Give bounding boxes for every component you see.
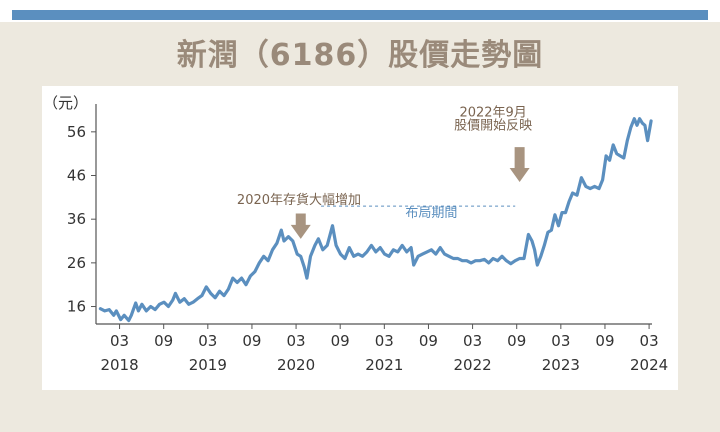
- annotation-2: 股價開始反映: [454, 119, 532, 134]
- annotation-1: 2022年9月: [459, 106, 526, 121]
- annotation-3: 布局期間: [405, 206, 457, 221]
- x-tick-month-label: 09: [419, 332, 438, 350]
- x-tick-month-label: 09: [507, 332, 526, 350]
- x-tick-year-label: 2019: [189, 356, 227, 374]
- chart-panel: [42, 86, 678, 390]
- x-tick-month-label: 03: [375, 332, 394, 350]
- x-tick-year-label: 2018: [100, 356, 138, 374]
- y-tick-label: 56: [67, 123, 86, 141]
- y-tick-label: 36: [67, 210, 86, 228]
- x-tick-month-label: 09: [595, 332, 614, 350]
- x-tick-month-label: 03: [640, 332, 659, 350]
- x-tick-month-label: 03: [110, 332, 129, 350]
- x-tick-month-label: 09: [331, 332, 350, 350]
- x-tick-year-label: 2022: [453, 356, 491, 374]
- annotation-0: 2020年存貨大幅增加: [237, 192, 361, 208]
- top-bar: [0, 0, 720, 22]
- x-tick-month-label: 09: [242, 332, 261, 350]
- price-series-line: [98, 117, 653, 323]
- y-axis-unit-label: （元）: [43, 94, 88, 112]
- x-tick-year-label: 2024: [630, 356, 668, 374]
- x-tick-month-label: 03: [551, 332, 570, 350]
- y-tick-label: 46: [67, 167, 86, 185]
- x-tick-year-label: 2020: [277, 356, 315, 374]
- x-tick-month-label: 03: [198, 332, 217, 350]
- page-title: 新潤（6186）股價走勢圖: [176, 38, 544, 73]
- x-tick-month-label: 03: [463, 332, 482, 350]
- y-tick-label: 16: [67, 298, 86, 316]
- x-tick-month-label: 03: [287, 332, 306, 350]
- x-tick-year-label: 2021: [365, 356, 403, 374]
- price-reflect-arrow: [509, 147, 530, 183]
- x-tick-year-label: 2023: [542, 356, 580, 374]
- x-tick-month-label: 09: [154, 332, 173, 350]
- top-stripe: [12, 10, 708, 20]
- y-tick-label: 26: [67, 254, 86, 272]
- inventory-arrow: [290, 213, 311, 239]
